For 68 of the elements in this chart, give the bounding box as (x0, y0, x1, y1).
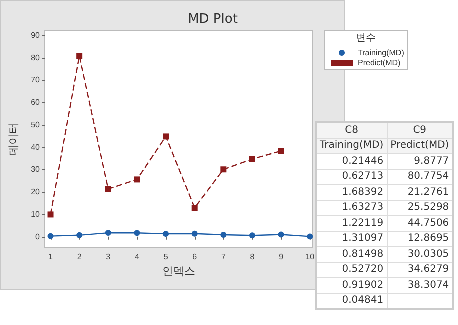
x-tick-label: 10 (306, 252, 316, 262)
y-tick-label: 10 (31, 210, 41, 219)
x-tick-label: 9 (279, 252, 284, 262)
point (249, 232, 256, 239)
point (134, 176, 140, 183)
text: 0.52720 (316, 262, 388, 278)
point (249, 156, 256, 162)
text: Training(MD) (320, 140, 384, 152)
text: 0.21446 (316, 154, 388, 169)
text: 1.68392 (316, 184, 388, 200)
point (76, 53, 83, 60)
text: 44.7506 (387, 216, 454, 231)
x-tick-label: 3 (106, 252, 112, 262)
legend-title: 변수 (355, 32, 377, 45)
text: 0.91902 (316, 278, 388, 293)
text: 25.5298 (387, 200, 454, 216)
chart-title: MD Plot (188, 12, 238, 27)
y-tick-label: 70 (31, 76, 41, 85)
text: 1.31097 (316, 231, 388, 246)
point (192, 205, 198, 212)
text: C8 (316, 122, 388, 138)
text: 80.7754 (387, 169, 454, 184)
text: C9 (387, 122, 454, 138)
y-tick-label: 60 (31, 98, 41, 108)
legend-label: Training(MD) (358, 48, 405, 58)
x-tick-label: 4 (134, 252, 140, 262)
y-tick-label: 40 (31, 142, 41, 152)
text: 1.22119 (316, 216, 388, 231)
text: 12.8695 (387, 231, 454, 246)
y-tick-label: 80 (31, 53, 41, 62)
text: 34.6279 (387, 262, 454, 278)
point (278, 232, 284, 238)
point (192, 230, 198, 237)
y-tick-label: 50 (31, 120, 41, 130)
text: 21.2761 (387, 184, 454, 200)
text: 0.81498 (316, 246, 388, 262)
point (307, 234, 314, 240)
x-tick-label: 1 (48, 252, 54, 262)
y-tick-label: 20 (31, 188, 41, 197)
text: 0.04841 (316, 293, 388, 309)
point (48, 233, 54, 240)
x-tick-label: 8 (250, 252, 256, 262)
point (163, 134, 170, 140)
y-tick-label: 30 (31, 165, 41, 174)
y-tick-label: 0 (36, 232, 41, 242)
point (48, 212, 54, 218)
text: Predict(MD) (390, 140, 450, 152)
point (105, 230, 112, 236)
text: 38.3074 (387, 278, 454, 293)
point (220, 166, 227, 173)
x-tick-label: 2 (77, 252, 82, 262)
legend-label: Predict(MD) (358, 58, 402, 68)
point (105, 186, 112, 192)
text: 30.0305 (387, 246, 454, 262)
point (134, 230, 140, 236)
text: 9.8777 (387, 154, 454, 169)
x-tick-label: 5 (164, 252, 169, 262)
x-axis-title: 인덱스 (162, 265, 196, 278)
text: 1.63273 (316, 200, 388, 216)
y-axis-title: 데이터 (7, 123, 20, 156)
text: 0.62713 (316, 169, 388, 184)
point (76, 232, 83, 238)
point (220, 232, 227, 238)
y-tick-label: 90 (31, 30, 41, 40)
x-tick-label: 7 (221, 252, 226, 262)
point (163, 231, 170, 238)
point (278, 148, 284, 154)
x-tick-label: 6 (192, 252, 198, 262)
